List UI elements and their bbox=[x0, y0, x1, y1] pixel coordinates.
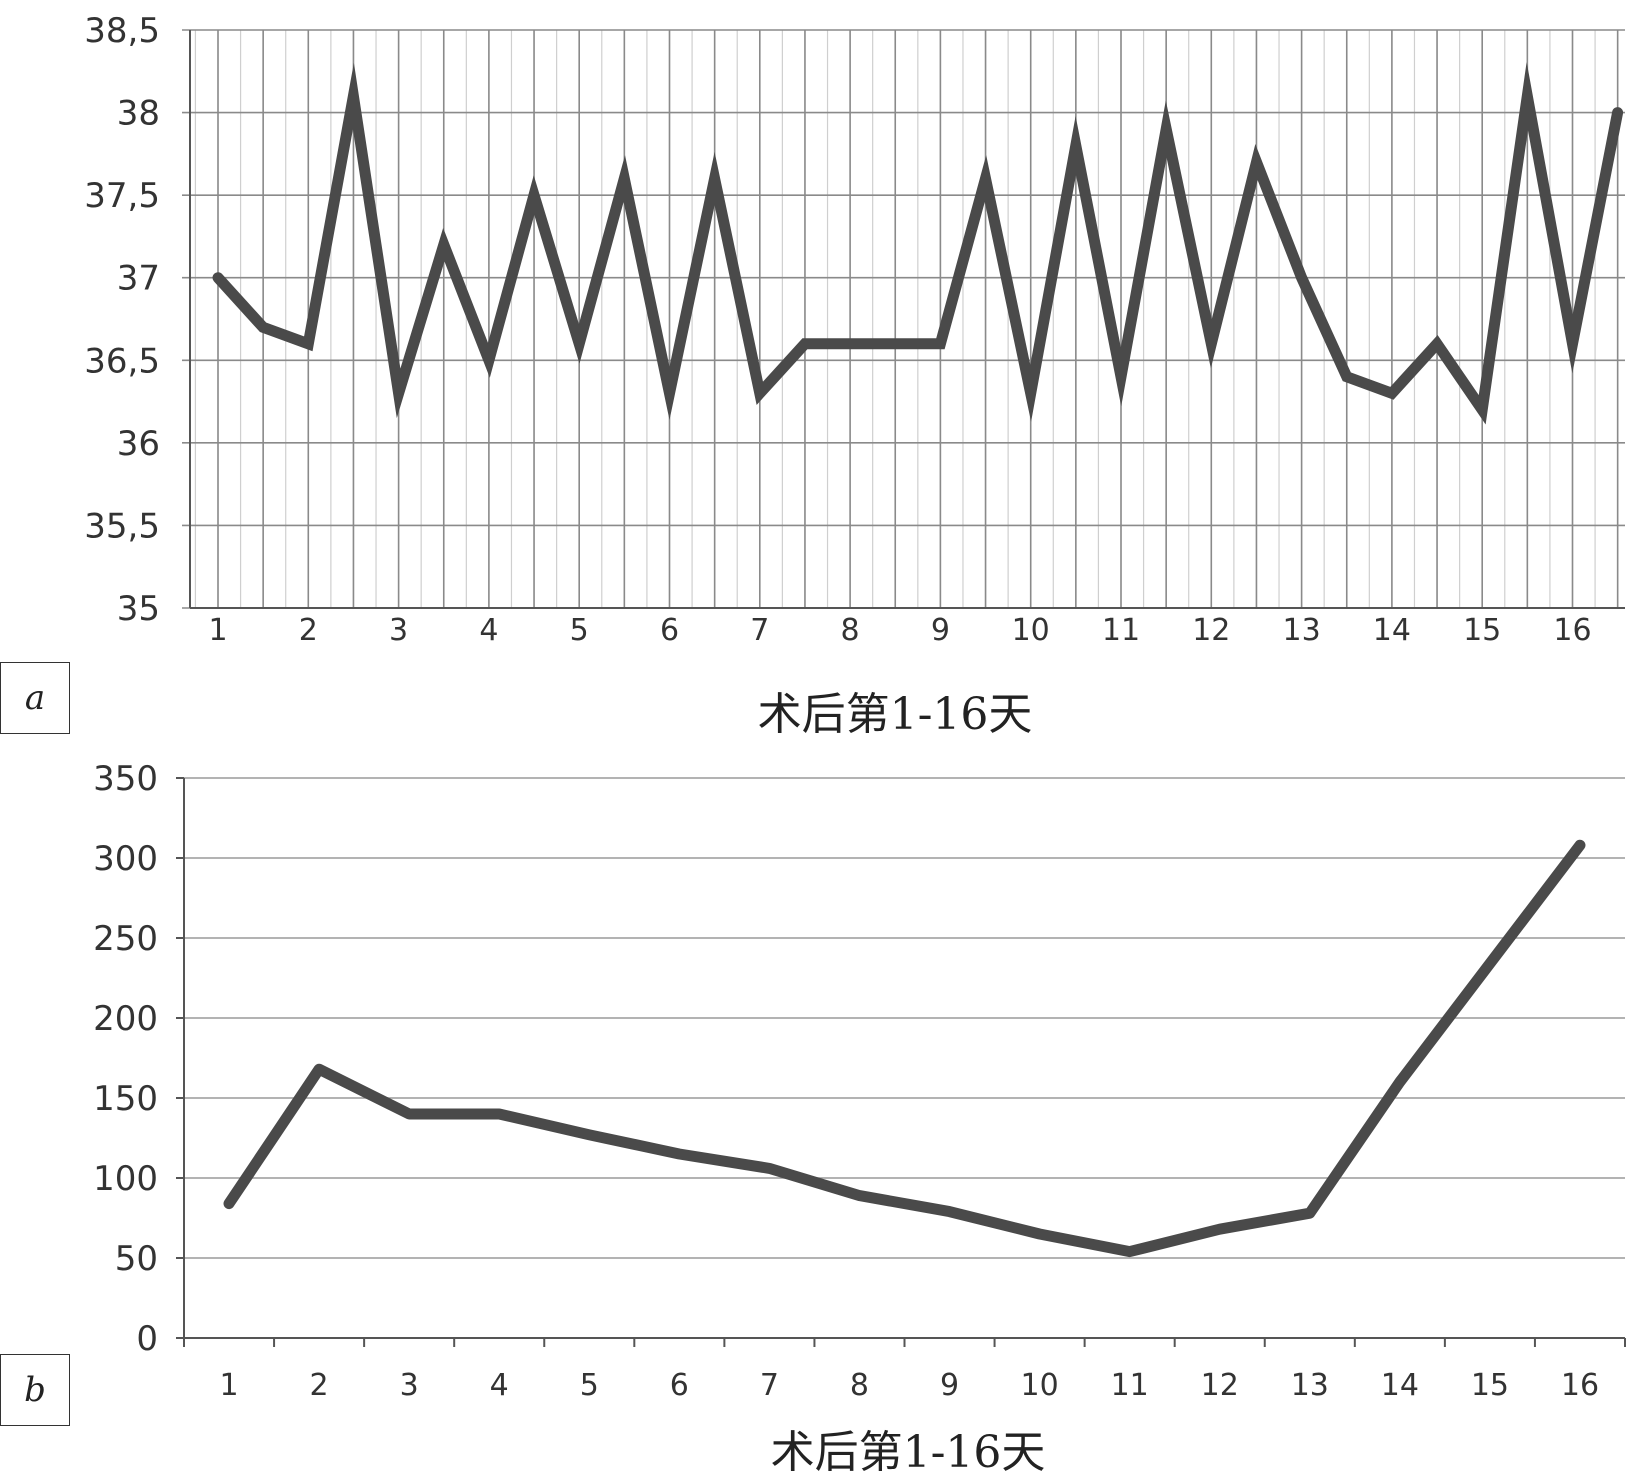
x-tick-label: 2 bbox=[299, 613, 318, 648]
x-tick-label: 10 bbox=[1012, 613, 1050, 648]
x-tick-label: 5 bbox=[570, 613, 589, 648]
y-tick-label: 36,5 bbox=[84, 341, 160, 381]
x-tick-label: 11 bbox=[1102, 613, 1140, 648]
series-line bbox=[229, 845, 1580, 1251]
x-tick-label: 13 bbox=[1283, 613, 1321, 648]
y-tick-label: 37,5 bbox=[84, 176, 160, 216]
x-tick-label: 8 bbox=[841, 613, 860, 648]
x-tick-label: 12 bbox=[1192, 613, 1230, 648]
x-tick-label: 6 bbox=[670, 1368, 689, 1403]
x-tick-label: 12 bbox=[1201, 1368, 1239, 1403]
x-tick-label: 15 bbox=[1471, 1368, 1509, 1403]
y-tick-label: 35,5 bbox=[84, 506, 160, 546]
x-tick-label: 9 bbox=[940, 1368, 959, 1403]
x-tick-label: 3 bbox=[400, 1368, 419, 1403]
x-tick-label: 15 bbox=[1463, 613, 1501, 648]
x-tick-label: 4 bbox=[490, 1368, 509, 1403]
panel-label-b: b bbox=[0, 1354, 70, 1426]
x-tick-label: 13 bbox=[1291, 1368, 1329, 1403]
y-tick-label: 38,5 bbox=[84, 11, 160, 51]
y-tick-label: 200 bbox=[93, 999, 158, 1039]
x-tick-label: 1 bbox=[208, 613, 227, 648]
x-axis-title-a: 术后第1-16天 bbox=[758, 678, 1033, 742]
y-tick-label: 35 bbox=[117, 589, 160, 629]
y-tick-label: 100 bbox=[93, 1159, 158, 1199]
panel-label-a: a bbox=[0, 662, 70, 734]
x-tick-label: 5 bbox=[580, 1368, 599, 1403]
x-tick-label: 1 bbox=[219, 1368, 238, 1403]
x-tick-label: 16 bbox=[1561, 1368, 1599, 1403]
y-tick-label: 0 bbox=[136, 1319, 158, 1359]
x-tick-label: 14 bbox=[1381, 1368, 1419, 1403]
x-tick-label: 3 bbox=[389, 613, 408, 648]
x-tick-label: 16 bbox=[1553, 613, 1591, 648]
x-axis-title-b: 术后第1-16天 bbox=[771, 1416, 1046, 1480]
x-tick-label: 10 bbox=[1021, 1368, 1059, 1403]
x-tick-label: 6 bbox=[660, 613, 679, 648]
x-tick-label: 8 bbox=[850, 1368, 869, 1403]
x-tick-label: 2 bbox=[310, 1368, 329, 1403]
x-tick-label: 9 bbox=[931, 613, 950, 648]
y-tick-label: 250 bbox=[93, 919, 158, 959]
y-tick-label: 150 bbox=[93, 1079, 158, 1119]
x-tick-label: 11 bbox=[1111, 1368, 1149, 1403]
y-tick-label: 36 bbox=[117, 424, 160, 464]
y-tick-label: 37 bbox=[117, 259, 160, 299]
x-tick-label: 14 bbox=[1373, 613, 1411, 648]
y-tick-label: 300 bbox=[93, 839, 158, 879]
y-tick-label: 350 bbox=[93, 759, 158, 799]
x-tick-label: 7 bbox=[750, 613, 769, 648]
x-tick-label: 7 bbox=[760, 1368, 779, 1403]
y-tick-label: 38 bbox=[117, 94, 160, 134]
x-tick-label: 4 bbox=[479, 613, 498, 648]
y-tick-label: 50 bbox=[115, 1239, 158, 1279]
